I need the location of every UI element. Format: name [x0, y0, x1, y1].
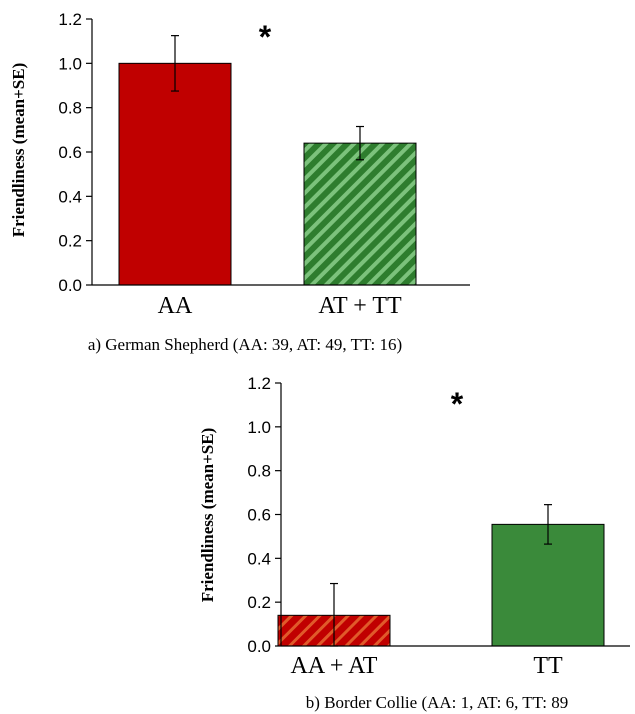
chart-b-category-label: AA + AT [291, 653, 378, 679]
chart-a-y-tick-label: 0.0 [58, 276, 82, 295]
chart-a-y-tick-label: 0.4 [58, 187, 82, 206]
chart-a-y-tick-label: 1.0 [58, 54, 82, 73]
chart-a-category-label: AA [158, 293, 193, 319]
chart-a: Friendliness (mean+SE) 0.0 0.2 0.4 0.6 0.8 1.… [9, 10, 470, 354]
chart-b-significance-star: * [451, 386, 464, 422]
chart-a-bar-at-tt [303, 142, 417, 286]
chart-b-y-tick-label: 0.8 [247, 462, 271, 481]
chart-a-y-tick-label: 0.8 [58, 99, 82, 118]
chart-a-significance-star: * [259, 19, 272, 55]
chart-b-y-ticks: 0.0 0.2 0.4 0.6 0.8 1.0 1.2 [247, 374, 281, 656]
chart-a-y-tick-label: 1.2 [58, 10, 82, 29]
chart-b: Friendliness (mean+SE) 0.0 0.2 0.4 0.6 0.8 1.… [198, 374, 630, 712]
chart-b-y-tick-label: 0.2 [247, 593, 271, 612]
chart-b-y-tick-label: 1.2 [247, 374, 271, 393]
chart-b-y-tick-label: 0.6 [247, 506, 271, 525]
chart-a-y-ticks: 0.0 0.2 0.4 0.6 0.8 1.0 1.2 [58, 10, 92, 295]
chart-a-y-tick-label: 0.2 [58, 232, 82, 251]
chart-b-category-label: TT [533, 653, 563, 679]
chart-a-caption: a) German Shepherd (AA: 39, AT: 49, TT: … [88, 335, 402, 354]
chart-b-y-tick-label: 0.4 [247, 549, 271, 568]
chart-b-bars: AA + AT TT [277, 504, 605, 679]
chart-a-bar-aa [118, 62, 232, 286]
chart-b-y-tick-label: 1.0 [247, 418, 271, 437]
chart-a-ylabel: Friendliness (mean+SE) [9, 63, 28, 238]
chart-b-y-tick-label: 0.0 [247, 637, 271, 656]
chart-a-y-tick-label: 0.6 [58, 143, 82, 162]
chart-a-bars: AA AT + TT [118, 35, 417, 319]
chart-b-ylabel: Friendliness (mean+SE) [198, 428, 217, 603]
chart-a-category-label: AT + TT [318, 293, 402, 319]
chart-b-caption: b) Border Collie (AA: 1, AT: 6, TT: 89 [306, 693, 568, 712]
